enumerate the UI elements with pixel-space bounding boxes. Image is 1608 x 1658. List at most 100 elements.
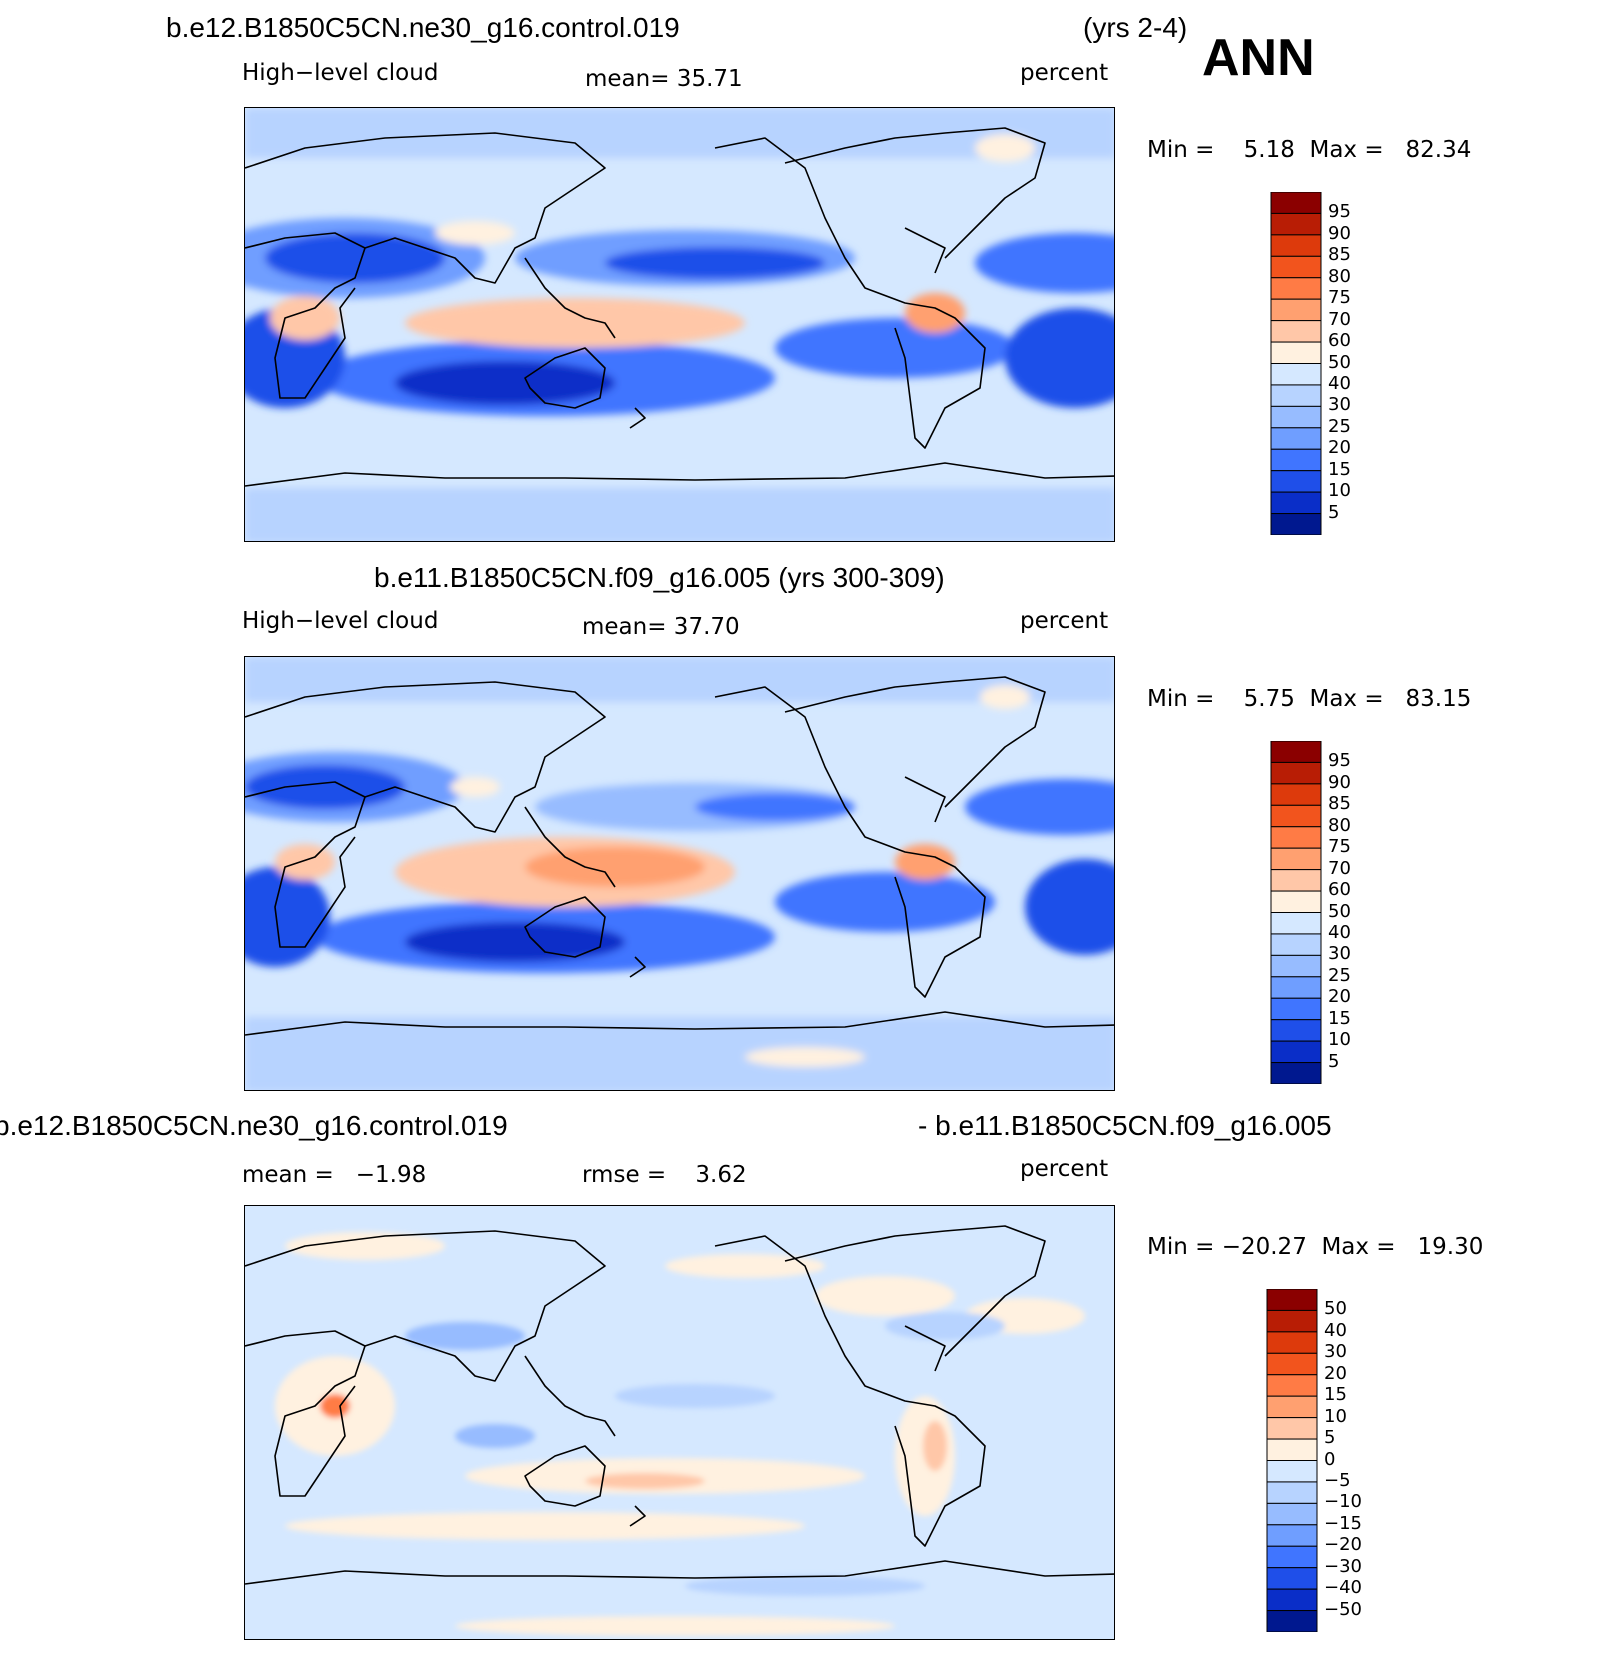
colorbar-tick-label: 10	[1324, 1405, 1347, 1427]
panel2-minmax: Min = 5.75 Max = 83.15	[1147, 686, 1472, 712]
panel1-title-right: (yrs 2-4)	[1083, 12, 1188, 43]
colorbar-swatch	[1266, 1460, 1318, 1483]
colorbar-tick-label: 10	[1328, 1029, 1351, 1051]
colorbar-tick-label: −15	[1324, 1512, 1362, 1534]
panel2-map	[244, 656, 1115, 1091]
colorbar-tick-label: 80	[1328, 814, 1351, 836]
colorbar-swatch	[1266, 1588, 1318, 1612]
colorbar-tick-label: 50	[1328, 900, 1351, 922]
colorbar-tick-label: 95	[1328, 750, 1351, 772]
colorbar-tick-label: 5	[1328, 501, 1340, 523]
panel3-colorbar-swatches	[1266, 1288, 1318, 1633]
colorbar-swatch	[1270, 761, 1322, 785]
colorbar-tick-label: 20	[1328, 437, 1351, 459]
colorbar-swatch	[1270, 384, 1322, 407]
colorbar-swatch	[1266, 1352, 1318, 1376]
colorbar-tick-label: −30	[1324, 1555, 1362, 1577]
colorbar-swatch	[1266, 1438, 1318, 1461]
colorbar-tick-label: 40	[1328, 372, 1351, 394]
colorbar-tick-label: 30	[1324, 1341, 1347, 1363]
colorbar-swatch	[1270, 234, 1322, 257]
colorbar-swatch	[1270, 277, 1322, 300]
panel2-mean: mean= 37.70	[582, 614, 740, 640]
panel1-title-left: b.e12.B1850C5CN.ne30_g16.control.019	[166, 12, 680, 43]
colorbar-swatch	[1266, 1567, 1318, 1590]
colorbar-swatch	[1270, 320, 1322, 343]
colorbar-swatch	[1266, 1417, 1318, 1440]
colorbar-swatch	[1270, 255, 1322, 279]
colorbar-swatch	[1270, 363, 1322, 386]
panel1-map	[244, 107, 1115, 542]
colorbar-tick-label: 30	[1328, 943, 1351, 965]
colorbar-swatch	[1266, 1481, 1318, 1504]
colorbar-swatch	[1270, 491, 1322, 515]
colorbar-swatch	[1270, 869, 1322, 892]
panel3-title-right: - b.e11.B1850C5CN.f09_g16.005	[918, 1110, 1332, 1141]
colorbar-tick-label: 30	[1328, 394, 1351, 416]
colorbar-tick-label: 50	[1328, 351, 1351, 373]
colorbar-swatch	[1270, 341, 1322, 364]
colorbar-swatch	[1270, 191, 1322, 214]
colorbar-tick-label: 10	[1328, 480, 1351, 502]
panel1-colorbar-swatches	[1270, 191, 1322, 536]
colorbar-swatch	[1270, 298, 1322, 322]
panel3-map	[244, 1205, 1115, 1640]
colorbar-tick-label: 85	[1328, 244, 1351, 266]
panel3-rmse: rmse = 3.62	[582, 1162, 747, 1188]
colorbar-tick-label: 15	[1328, 458, 1351, 480]
panel3-units: percent	[1020, 1156, 1109, 1182]
colorbar-swatch	[1266, 1309, 1318, 1333]
colorbar-swatch	[1266, 1545, 1318, 1569]
colorbar-swatch	[1270, 740, 1322, 763]
panel2-colorbar	[1270, 740, 1322, 1089]
colorbar-tick-label: 15	[1328, 1007, 1351, 1029]
colorbar-tick-label: 90	[1328, 771, 1351, 793]
colorbar-swatch	[1270, 954, 1322, 978]
colorbar-tick-label: 5	[1328, 1050, 1340, 1072]
panel1-colorbar	[1270, 191, 1322, 540]
colorbar-swatch	[1270, 976, 1322, 999]
colorbar-tick-label: −20	[1324, 1534, 1362, 1556]
colorbar-swatch	[1270, 912, 1322, 935]
panel3-colorbar	[1266, 1288, 1318, 1637]
colorbar-swatch	[1270, 783, 1322, 806]
colorbar-tick-label: −5	[1324, 1469, 1351, 1491]
colorbar-swatch	[1270, 890, 1322, 913]
colorbar-tick-label: 70	[1328, 857, 1351, 879]
panel3-minmax: Min = −20.27 Max = 19.30	[1147, 1234, 1484, 1260]
colorbar-swatch	[1270, 1019, 1322, 1042]
colorbar-swatch	[1266, 1524, 1318, 1547]
season-label: ANN	[1202, 29, 1315, 87]
colorbar-swatch	[1266, 1331, 1318, 1354]
panel1-variable: High−level cloud	[242, 60, 439, 86]
colorbar-tick-label: 95	[1328, 201, 1351, 223]
colorbar-tick-label: 70	[1328, 308, 1351, 330]
colorbar-swatch	[1266, 1288, 1318, 1311]
colorbar-swatch	[1270, 405, 1322, 429]
colorbar-tick-label: 20	[1324, 1362, 1347, 1384]
colorbar-tick-label: −50	[1324, 1598, 1362, 1620]
colorbar-tick-label: 75	[1328, 836, 1351, 858]
colorbar-tick-label: 25	[1328, 964, 1351, 986]
colorbar-swatch	[1266, 1610, 1318, 1633]
colorbar-tick-label: 25	[1328, 415, 1351, 437]
colorbar-swatch	[1270, 826, 1322, 849]
colorbar-swatch	[1270, 933, 1322, 956]
colorbar-swatch	[1270, 448, 1322, 472]
panel3-mean: mean = −1.98	[242, 1162, 427, 1188]
colorbar-swatch	[1270, 997, 1322, 1021]
colorbar-tick-label: 60	[1328, 879, 1351, 901]
colorbar-tick-label: 75	[1328, 287, 1351, 309]
panel2-units: percent	[1020, 608, 1109, 634]
colorbar-tick-label: 40	[1324, 1319, 1347, 1341]
colorbar-swatch	[1270, 1040, 1322, 1064]
panel2-variable: High−level cloud	[242, 608, 439, 634]
colorbar-tick-label: 60	[1328, 330, 1351, 352]
colorbar-swatch	[1270, 513, 1322, 536]
colorbar-tick-label: 40	[1328, 921, 1351, 943]
colorbar-tick-label: 90	[1328, 222, 1351, 244]
colorbar-swatch	[1270, 804, 1322, 828]
colorbar-tick-label: 0	[1324, 1448, 1336, 1470]
colorbar-swatch	[1266, 1374, 1318, 1397]
panel1-units: percent	[1020, 60, 1109, 86]
